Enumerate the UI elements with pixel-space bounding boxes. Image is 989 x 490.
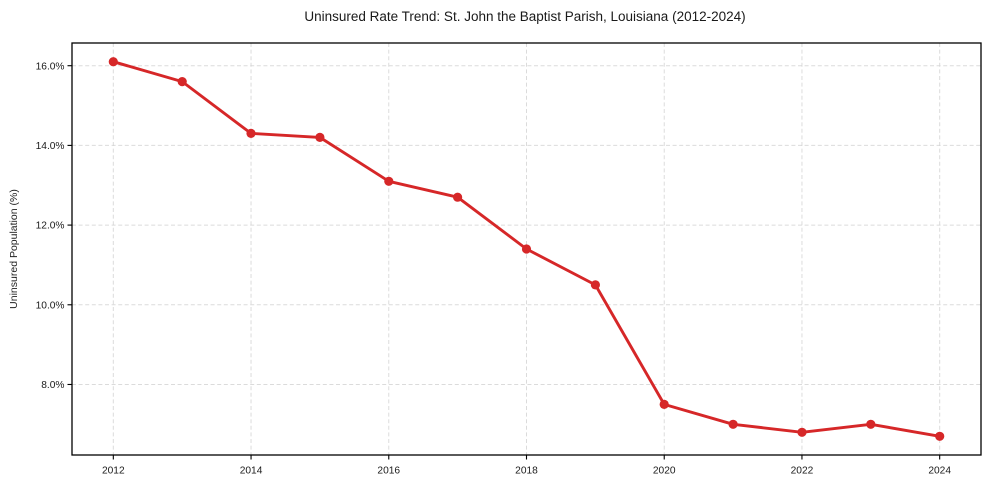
data-point-marker	[177, 77, 187, 87]
data-point-marker	[797, 427, 807, 437]
x-tick-label: 2020	[653, 466, 676, 477]
x-tick-label: 2022	[791, 466, 814, 477]
y-tick-label: 8.0%	[41, 380, 64, 391]
x-tick-label: 2018	[515, 466, 538, 477]
y-tick-label: 12.0%	[36, 221, 65, 232]
y-tick-label: 16.0%	[36, 61, 65, 72]
x-tick-label: 2014	[240, 466, 263, 477]
tick-labels-layer: 8.0% 10.0% 12.0% 14.0% 16.0% 2012 2014 2016 2018…	[36, 61, 952, 476]
data-point-marker	[935, 431, 945, 441]
x-tick-label: 2012	[102, 466, 125, 477]
gridlines-layer	[72, 43, 981, 455]
data-point-marker	[315, 132, 325, 142]
chart-title: Uninsured Rate Trend: St. John the Bapti…	[304, 9, 745, 24]
data-point-marker	[659, 399, 669, 409]
data-point-marker	[108, 57, 118, 67]
data-point-marker	[521, 244, 532, 254]
x-tick-label: 2024	[928, 466, 951, 477]
data-point-marker	[590, 280, 601, 290]
x-tick-label: 2016	[377, 466, 400, 477]
y-axis-label: Uninsured Population (%)	[8, 189, 20, 309]
data-point-marker	[453, 192, 463, 202]
y-tick-label: 14.0%	[36, 141, 65, 152]
data-series-layer	[108, 57, 945, 441]
axis-ticks-layer	[67, 65, 941, 460]
data-point-marker	[728, 419, 738, 429]
data-point-marker	[246, 128, 256, 138]
data-point-marker	[866, 419, 876, 429]
y-tick-label: 10.0%	[36, 300, 65, 311]
data-point-marker	[384, 176, 394, 186]
